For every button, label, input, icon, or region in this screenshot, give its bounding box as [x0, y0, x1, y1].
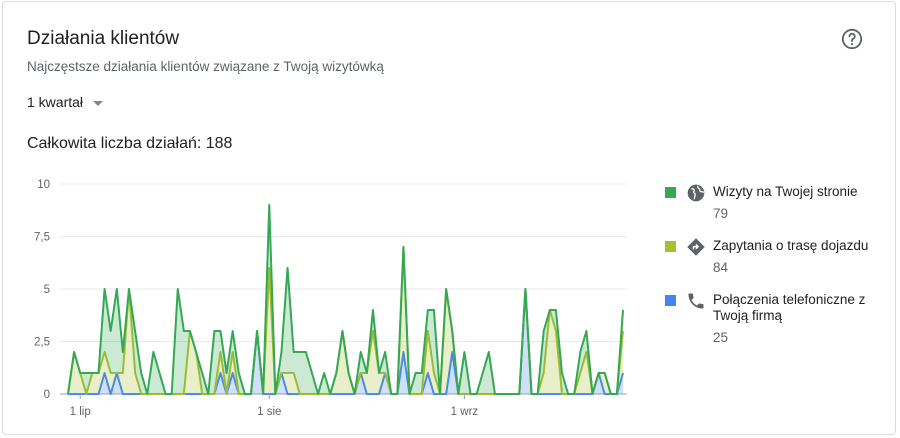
legend-item-phone-calls[interactable]: Połączenia telefoniczne z Twoją firmą 25	[665, 291, 890, 361]
legend-label: Połączenia telefoniczne z Twoją firmą	[713, 292, 866, 323]
y-tick-label: 5	[44, 284, 50, 296]
legend-item-directions[interactable]: Zapytania o trasę dojazdu 84	[665, 237, 890, 291]
y-tick-label: 10	[37, 179, 50, 191]
legend-count: 84	[713, 260, 729, 275]
period-dropdown-value: 1 kwartał	[27, 94, 84, 110]
card-title: Działania klientów	[27, 28, 180, 49]
y-tick-label: 0	[44, 389, 50, 401]
legend-item-website-visits[interactable]: Wizyty na Twojej stronie 79	[665, 183, 890, 237]
legend-count: 25	[713, 330, 729, 345]
y-tick-label: 7,5	[34, 232, 50, 244]
legend-swatch-directions	[665, 241, 676, 252]
help-circle-icon[interactable]	[841, 28, 863, 50]
series-area-1	[68, 247, 623, 394]
legend-swatch-website	[665, 187, 676, 198]
legend-swatch-calls	[665, 295, 676, 306]
legend-label: Zapytania o trasę dojazdu	[713, 238, 869, 253]
legend-count: 79	[713, 206, 729, 221]
x-tick-label: 1 wrz	[451, 406, 479, 418]
directions-icon	[687, 238, 705, 256]
chart-legend: Wizyty na Twojej stronie 79 Zapytania o …	[665, 183, 890, 361]
chevron-down-icon	[93, 100, 104, 106]
card-subtitle: Najczęstsze działania klientów związane …	[27, 59, 384, 74]
legend-label: Wizyty na Twojej stronie	[713, 184, 858, 199]
x-tick-label: 1 lip	[70, 406, 91, 418]
actions-area-chart: 0 2,5 5 7,5 10 1 lip 1 sie 1 wrz	[34, 179, 627, 418]
series-line-2	[67, 204, 624, 395]
y-tick-label: 2,5	[34, 337, 50, 349]
total-actions-label: Całkowita liczba działań: 188	[27, 135, 233, 152]
phone-icon	[688, 293, 704, 309]
x-tick-label: 1 sie	[257, 406, 281, 418]
globe-icon	[687, 184, 705, 202]
period-dropdown[interactable]: 1 kwartał	[27, 94, 104, 110]
